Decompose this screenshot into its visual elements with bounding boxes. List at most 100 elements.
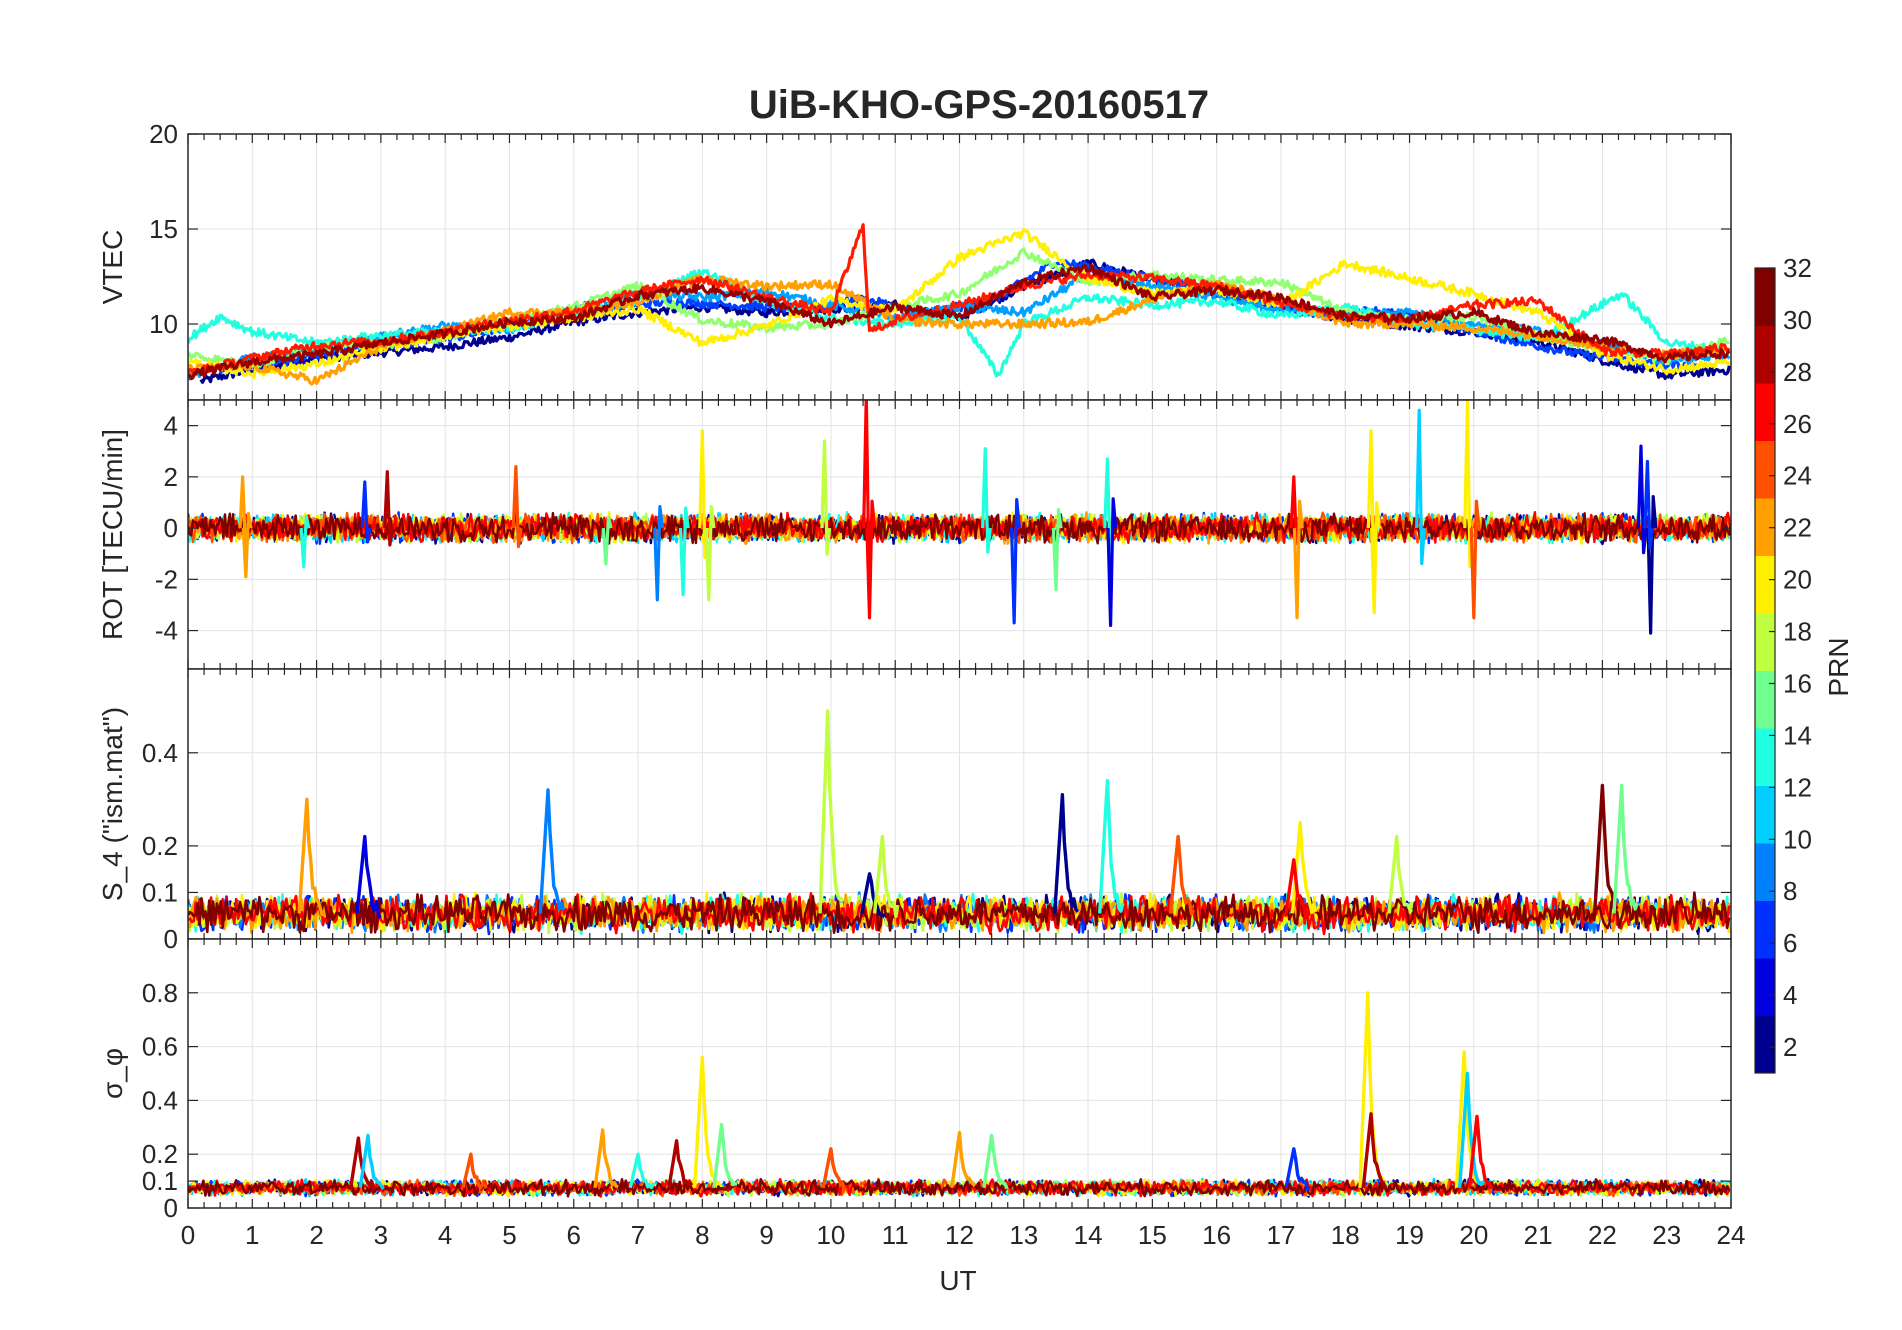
spike-prn-6 [1009,498,1021,625]
spike-prn-18 [704,504,716,602]
colorbar-tick-label: 30 [1783,305,1812,335]
panel-ticks [187,133,1732,400]
y-tick-label: -2 [155,564,178,594]
y-axis-label: σ_φ [97,1048,128,1099]
spike-prn-25 [1469,499,1481,620]
peak-prn-28 [1284,858,1311,918]
x-tick-label: 23 [1652,1220,1681,1250]
colorbar-segment [1755,900,1775,959]
series-line-prn-31 [188,891,1731,934]
x-tick-label: 12 [945,1220,974,1250]
spike-prn-14 [981,447,992,554]
y-tick-label: 0 [164,513,178,543]
y-tick-label: 0.4 [142,738,178,768]
panel-ticks [187,939,1732,1209]
y-tick-label: 0.2 [142,1139,178,1169]
spike-prn-9 [653,504,665,602]
colorbar-tick-label: 10 [1783,824,1812,854]
colorbar-tick-label: 32 [1783,253,1812,283]
colorbar-tick-label: 22 [1783,513,1812,543]
colorbar-frame [1754,267,1776,1074]
peak-prn-5 [1284,1147,1311,1192]
colorbar-label: PRN [1823,637,1854,696]
panel-1: 10 15 20 VTEC [97,119,1732,401]
colorbar-tick-label: 24 [1783,461,1812,491]
peak-prn-15 [982,1133,1009,1190]
peak-prn-18 [1387,834,1414,914]
panel-ticks [187,400,1732,669]
x-tick-labels: 0 1 2 3 4 5 6 7 8 9 10 11 12 13 14 15 16 17 18 19 20 21 22 23 24 [181,1220,1746,1250]
x-tick-label: 6 [567,1220,581,1250]
peak-prn-10 [358,1133,385,1191]
series-line-prn-24 [188,1177,1730,1198]
x-tick-label: 9 [759,1220,773,1250]
panel-4: 00.10.2 0.4 0.6 0.8 σ_φ [97,938,1732,1223]
peak-prn-17 [818,709,845,914]
colorbar-tick-label: 28 [1783,357,1812,387]
peak-prn-22 [593,1128,619,1189]
colorbar-segment [1755,613,1775,671]
panel-series [188,709,1731,936]
peak-prn-30 [667,1139,694,1189]
x-tick-label: 20 [1459,1220,1488,1250]
x-tick-label: 2 [309,1220,323,1250]
x-tick-label: 11 [882,1220,909,1250]
spike-prn-6 [360,480,372,544]
spike-prn-17 [820,439,832,556]
colorbar-tick-label: 18 [1783,617,1812,647]
spike-prn-25 [511,465,523,549]
peak-prn-28 [1467,1114,1494,1189]
series-line-prn-9 [188,269,1731,381]
colorbar-segment [1755,958,1775,1016]
peak-prn-15 [1612,783,1639,914]
colorbar-tick-label: 12 [1783,772,1812,802]
y-axis-label: VTEC [97,230,128,305]
x-tick-label: 3 [374,1220,388,1250]
x-tick-label: 24 [1717,1220,1746,1250]
series-line-prn-31 [188,1178,1731,1198]
x-tick-label: 17 [1266,1220,1295,1250]
x-tick-label: 7 [631,1220,645,1250]
panel-series [188,223,1731,386]
spike-prn-12 [299,514,311,569]
peak-prn-25 [461,1152,488,1190]
y-tick-label: 20 [149,119,178,149]
panel-2: -4 -2 0 2 4 ROT [TECU/min] [97,399,1732,670]
x-tick-label: 10 [816,1220,845,1250]
colorbar-tick-label: 2 [1783,1032,1797,1062]
peak-prn-22 [297,797,325,917]
y-axis-label: ROT [TECU/min] [97,429,128,640]
spike-prn-10 [1415,408,1426,566]
y-tick-label: 4 [164,411,178,441]
x-tick-label: 21 [1524,1220,1553,1250]
spike-prn-30 [383,470,395,547]
spike-prn-2 [1646,494,1658,635]
chart-title: UiB-KHO-GPS-20160517 [749,83,1209,127]
spike-prn-27 [865,499,877,620]
colorbar-segment [1755,670,1775,729]
colorbar-tick-label: 4 [1783,980,1797,1010]
peak-prn-4 [355,834,382,919]
colorbar-tick-label: 26 [1783,409,1812,439]
spike-prn-23 [241,511,253,579]
y-tick-label: 0.2 [142,831,178,861]
peak-prn-18 [872,834,900,919]
panel-series [188,400,1731,635]
y-tick-label: 0.1 [142,1166,178,1196]
x-tick-label: 4 [438,1220,452,1250]
series-line-prn-31 [188,263,1731,381]
colorbar-segment [1755,555,1775,614]
y-tick-label: 0.4 [142,1085,178,1115]
y-tick-label: 10 [149,309,178,339]
series-line-prn-28 [188,1178,1731,1198]
colorbar-segment [1755,325,1775,384]
x-tick-label: 0 [181,1220,195,1250]
x-tick-label: 16 [1202,1220,1231,1250]
peak-prn-30 [1361,1112,1388,1189]
spike-prn-3 [1636,444,1648,555]
peak-prn-20 [1290,820,1318,914]
colorbar-segment [1755,728,1775,786]
panel-series [188,991,1731,1198]
x-tick-label: 5 [502,1220,516,1250]
